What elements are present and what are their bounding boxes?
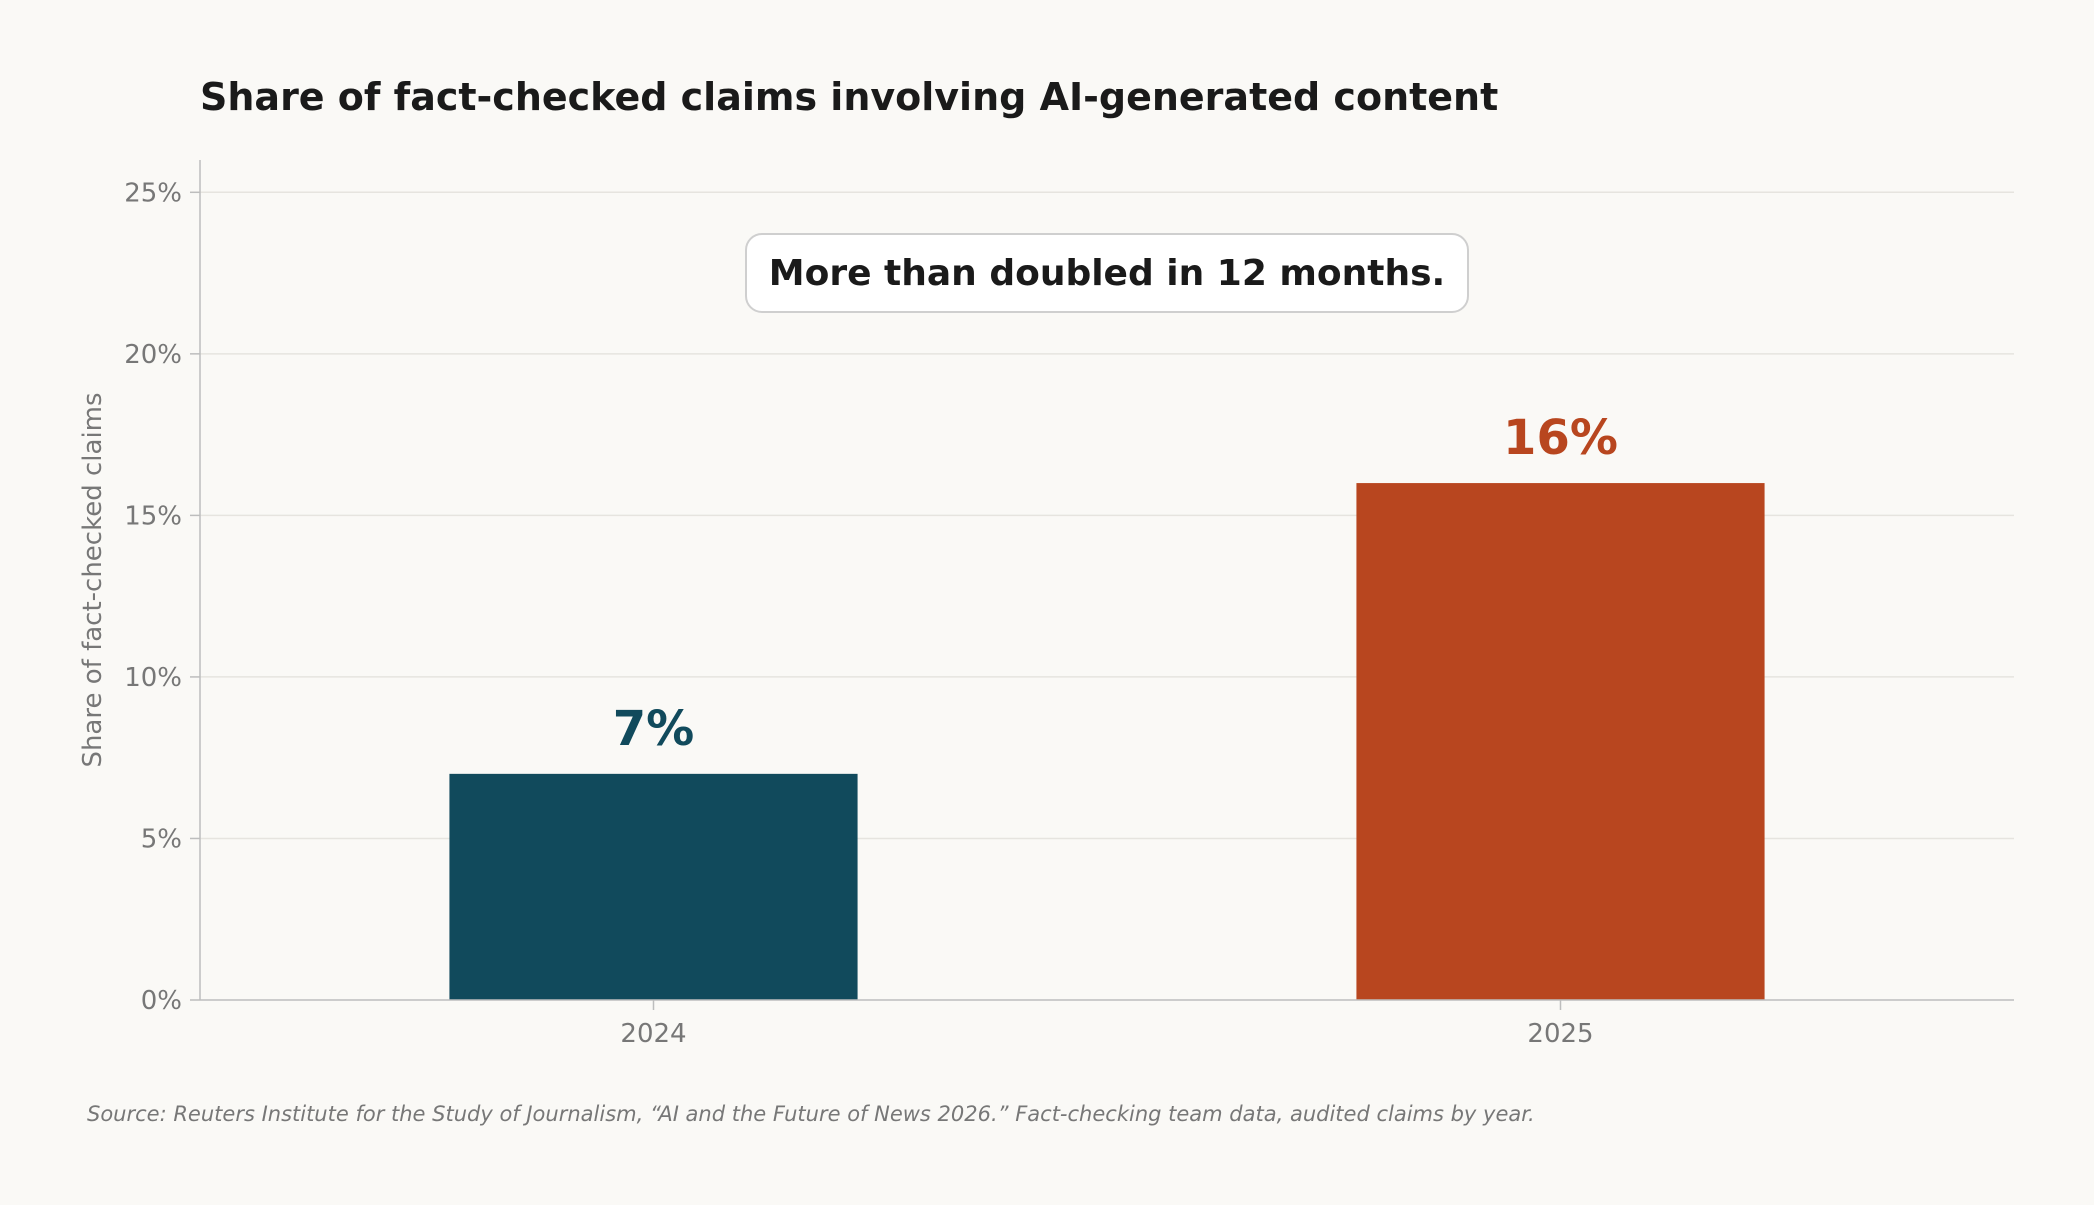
annotation-box bbox=[745, 233, 1469, 313]
x-tick-label: 2025 bbox=[1527, 1019, 1593, 1049]
y-axis-label: Share of fact-checked claims bbox=[78, 392, 108, 767]
y-tick-label: 15% bbox=[124, 501, 182, 531]
annotation-text: More than doubled in 12 months. bbox=[769, 253, 1445, 294]
x-tick-label: 2024 bbox=[620, 1019, 686, 1049]
bars bbox=[449, 483, 1765, 1001]
y-tick-label: 5% bbox=[141, 824, 182, 854]
axes: 0% 5% 10% 15% 20% 25% 2024 2025 bbox=[124, 160, 2014, 1049]
annotation-callout: More than doubled in 12 months. bbox=[745, 233, 1469, 313]
y-tick-label: 20% bbox=[124, 340, 182, 370]
y-tick-label: 0% bbox=[141, 986, 182, 1016]
value-label-2024: 7% bbox=[613, 701, 695, 757]
bar-2024 bbox=[449, 773, 858, 1000]
source-note: Source: Reuters Institute for the Study … bbox=[87, 1102, 1535, 1126]
value-labels: 7% 16% bbox=[613, 410, 1618, 757]
value-label-2025: 16% bbox=[1503, 410, 1618, 466]
bar-2025 bbox=[1356, 483, 1765, 1001]
chart-title: Share of fact-checked claims involving A… bbox=[200, 75, 1498, 119]
y-tick-label: 10% bbox=[124, 663, 182, 693]
y-tick-label: 25% bbox=[124, 178, 182, 208]
